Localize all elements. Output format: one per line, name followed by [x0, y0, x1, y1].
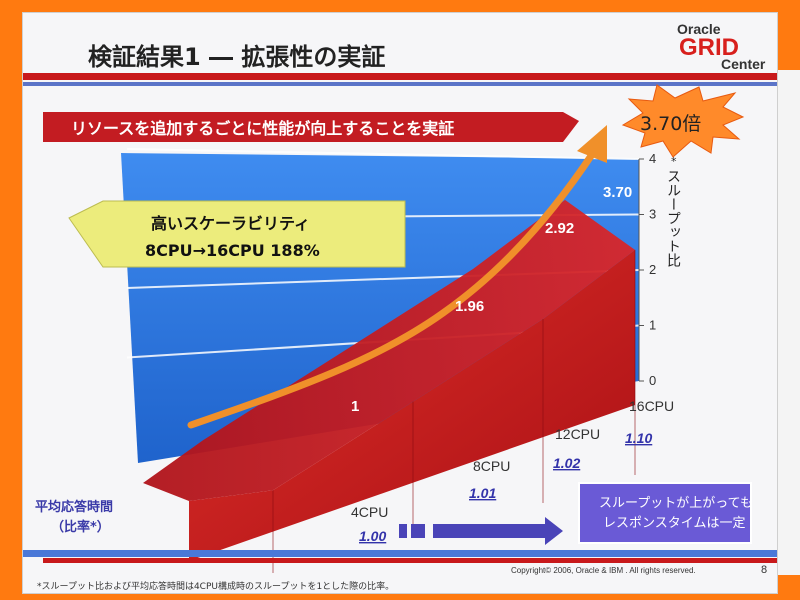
title-underline-blue	[23, 82, 777, 86]
footer-bar-red	[43, 558, 777, 563]
response-note-line1: スループットが上がっても	[599, 496, 753, 511]
footer-bar-blue	[23, 550, 777, 557]
copyright: Copyright© 2006, Oracle & IBM . All righ…	[511, 566, 696, 575]
category-labels: 4CPU 8CPU 12CPU 16CPU 1.00 1.01 1.02 1.10	[351, 398, 674, 544]
starburst	[621, 84, 745, 158]
y-axis-title: スループット比	[665, 169, 681, 267]
logo-oracle: Oracle	[677, 21, 721, 37]
footnote: *スループット比および平均応答時間は4CPU構成時のスループットを1とした際の比…	[37, 580, 394, 592]
next-slide-edge	[778, 70, 800, 575]
category-label: 8CPU	[473, 458, 510, 474]
category-label: 12CPU	[555, 426, 600, 442]
headline-text: リソースを追加するごとに性能が向上することを実証	[71, 119, 454, 138]
category-label: 16CPU	[629, 398, 674, 414]
y-tick-label: 3	[649, 207, 656, 222]
response-time-value: 1.02	[553, 455, 580, 471]
y-tick-label: 2	[649, 262, 656, 277]
headline-banner	[43, 112, 579, 142]
logo-center: Center	[721, 56, 766, 72]
callout-line1: 高いスケーラビリティ	[151, 214, 310, 233]
y-tick-label: 4	[649, 151, 656, 166]
response-time-value: 1.10	[625, 430, 652, 446]
slide-canvas: 検証結果1 ― 拡張性の実証 Oracle GRID Center リソースを追…	[23, 21, 777, 592]
response-time-value: 1.01	[469, 485, 496, 501]
starburst-text: 3.70倍	[640, 113, 701, 135]
note-arrow	[433, 517, 563, 545]
response-time-label-2: （比率*）	[51, 519, 110, 535]
presentation-slide: 検証結果1 ― 拡張性の実証 Oracle GRID Center リソースを追…	[22, 12, 778, 594]
callout-line2: 8CPU→16CPU 188%	[145, 241, 320, 260]
scalability-callout	[68, 200, 406, 268]
note-arrow-block2	[411, 524, 425, 538]
response-time-label: 平均応答時間	[35, 499, 113, 515]
gridline	[126, 148, 640, 160]
y-tick-label: 0	[649, 373, 656, 388]
slide-title: 検証結果1 ― 拡張性の実証	[88, 43, 385, 71]
logo-grid: GRID	[679, 34, 739, 61]
throughput-value: 1.96	[455, 298, 484, 315]
y-axis: 0 1 2 3 4 スループット比*	[638, 151, 681, 388]
response-note-box	[578, 482, 752, 544]
growth-arrow-head	[577, 125, 607, 163]
throughput-value: 2.92	[545, 220, 574, 237]
throughput-area	[143, 199, 636, 573]
response-time-value: 1.00	[359, 528, 386, 544]
y-axis-title-asterisk: *	[671, 155, 677, 168]
throughput-value: 3.70	[603, 184, 632, 201]
response-note-line2: レスポンスタイムは一定	[603, 516, 745, 531]
area-top-face	[143, 199, 635, 502]
category-label: 4CPU	[351, 504, 388, 520]
throughput-value: 1	[351, 398, 359, 415]
page-number: 8	[761, 564, 767, 576]
title-underline-red	[23, 73, 777, 80]
data-labels: 1 1.96 2.92 3.70	[351, 184, 632, 415]
note-arrow-block1	[399, 524, 407, 538]
growth-arrow	[187, 149, 597, 429]
area-front-face	[189, 249, 635, 562]
y-tick-label: 1	[649, 318, 656, 333]
